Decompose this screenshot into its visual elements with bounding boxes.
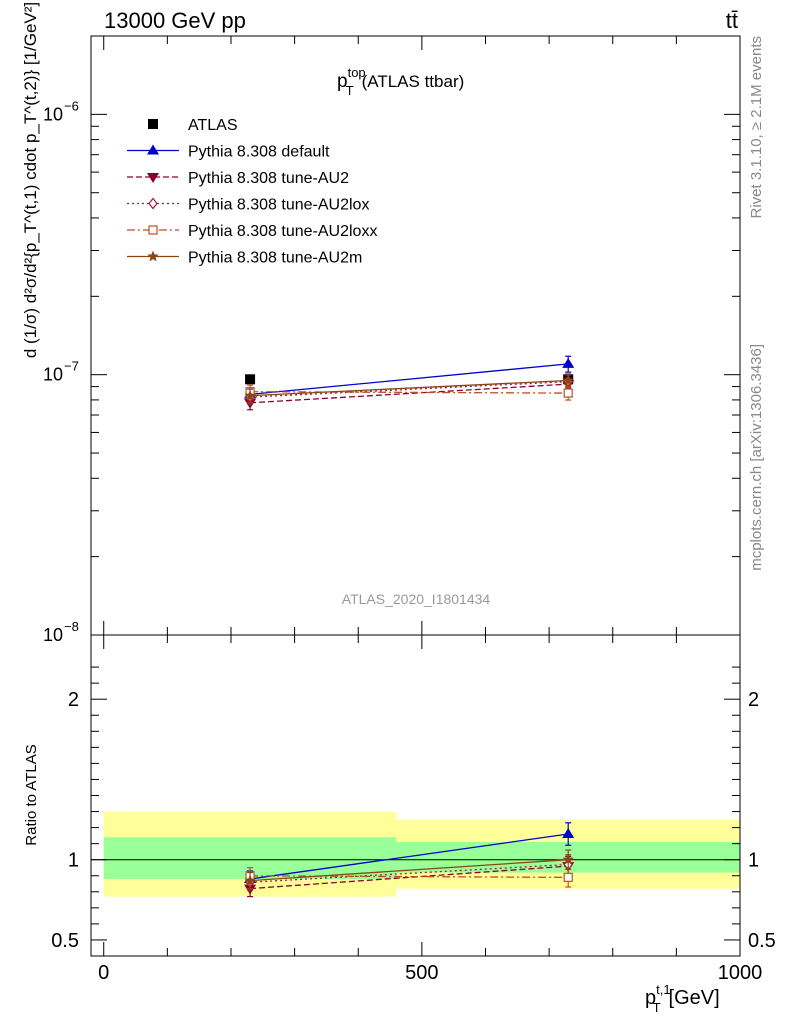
xlabel-main: p [645, 987, 656, 1009]
data-point-atlas [245, 374, 256, 385]
main-ylabel: d (1/σ) d²σ/d²{p_T^(t,1) cdot p_T^(t,2)}… [21, 2, 40, 358]
ratio-line-au2loxx [250, 875, 569, 879]
ratio-point-au2loxx [563, 872, 573, 882]
legend-label-default: Pythia 8.308 default [188, 144, 330, 161]
ratio-y-tick-label: 1 [68, 850, 79, 872]
series-line-au2 [250, 383, 569, 404]
legend-marker-au2 [147, 173, 159, 183]
data-point-au2m [244, 389, 256, 401]
ratio-xlabel: pt,1 T [GeV] [645, 982, 720, 1015]
ratio-line-au2 [250, 865, 569, 890]
analysis-watermark: ATLAS_2020_I1801434 [342, 591, 491, 607]
legend-marker-au2m [147, 250, 159, 262]
main-title: ptop T (ATLAS ttbar) [337, 65, 464, 98]
ratio-frame [90, 634, 741, 957]
ratio-line-au2lox [250, 863, 569, 883]
main-title-sup: top [348, 65, 366, 80]
xlabel-suffix: [GeV] [669, 987, 720, 1009]
ratio-y-tick-label-right: 0.5 [748, 930, 776, 952]
rivet-label: Rivet 3.1.10, ≥ 2.1M events [748, 36, 765, 219]
process-label: tt̄ [726, 8, 738, 33]
ratio-line-default [250, 833, 569, 880]
ratio-x-tick-label: 500 [405, 962, 438, 984]
series-line-au2loxx [250, 391, 569, 394]
data-point-au2loxx [563, 388, 573, 398]
ratio-y-tick-label-right: 1 [748, 850, 759, 872]
main-y-tick-exponent: −6 [64, 98, 79, 113]
main-title-sub: T [346, 83, 354, 98]
xlabel-sub: T [653, 1000, 661, 1015]
main-y-tick-exponent: −7 [64, 359, 79, 374]
main-y-tick-label: 10 [43, 104, 63, 124]
ratio-point-au2m [244, 874, 256, 886]
main-plot-area: 10−610−710−8 [43, 35, 741, 645]
ratio-ylabel: Ratio to ATLAS [23, 744, 40, 845]
series-line-default [250, 363, 569, 396]
legend-marker-au2lox [148, 197, 158, 210]
legend-marker-atlas [148, 119, 158, 129]
main-title-main: p [337, 71, 348, 92]
ratio-x-tick-label: 1000 [718, 962, 763, 984]
legend-label-au2loxx: Pythia 8.308 tune-AU2loxx [188, 223, 377, 240]
main-y-tick-exponent: −8 [64, 619, 79, 634]
ratio-y-tick-label: 2 [68, 689, 79, 711]
energy-label: 13000 GeV pp [104, 8, 246, 33]
legend-marker-au2loxx [148, 225, 158, 235]
series-line-au2m [250, 379, 569, 397]
main-title-suffix: (ATLAS ttbar) [362, 72, 465, 91]
ratio-line-au2m [250, 859, 569, 882]
legend-label-atlas: ATLAS [188, 117, 238, 134]
ratio-y-tick-label: 0.5 [51, 930, 79, 952]
legend-marker-default [147, 144, 159, 155]
main-y-tick-label: 10 [43, 365, 63, 385]
data-point-default [562, 357, 575, 368]
legend-label-au2m: Pythia 8.308 tune-AU2m [188, 250, 362, 267]
data-point-au2m [562, 374, 574, 386]
legend-label-au2lox: Pythia 8.308 tune-AU2lox [188, 197, 369, 214]
legend-label-au2: Pythia 8.308 tune-AU2 [188, 170, 349, 187]
ratio-point-au2m [562, 853, 574, 865]
ratio-y-tick-label-right: 2 [748, 689, 759, 711]
legend: ATLAS Pythia 8.308 default Pythia 8.308 tu… [127, 117, 377, 267]
ratio-plot-area: 0.5 0.5 1 1 2 2 0 500 1000 [51, 635, 776, 984]
main-y-tick-label: 10 [43, 625, 63, 645]
ratio-x-tick-label: 0 [98, 962, 109, 984]
series-line-au2lox [250, 381, 569, 398]
ratio-point-default [562, 828, 575, 839]
mcplots-label: mcplots.cern.ch [arXiv:1306.3436] [748, 344, 765, 571]
xlabel-sup: t,1 [656, 982, 670, 997]
